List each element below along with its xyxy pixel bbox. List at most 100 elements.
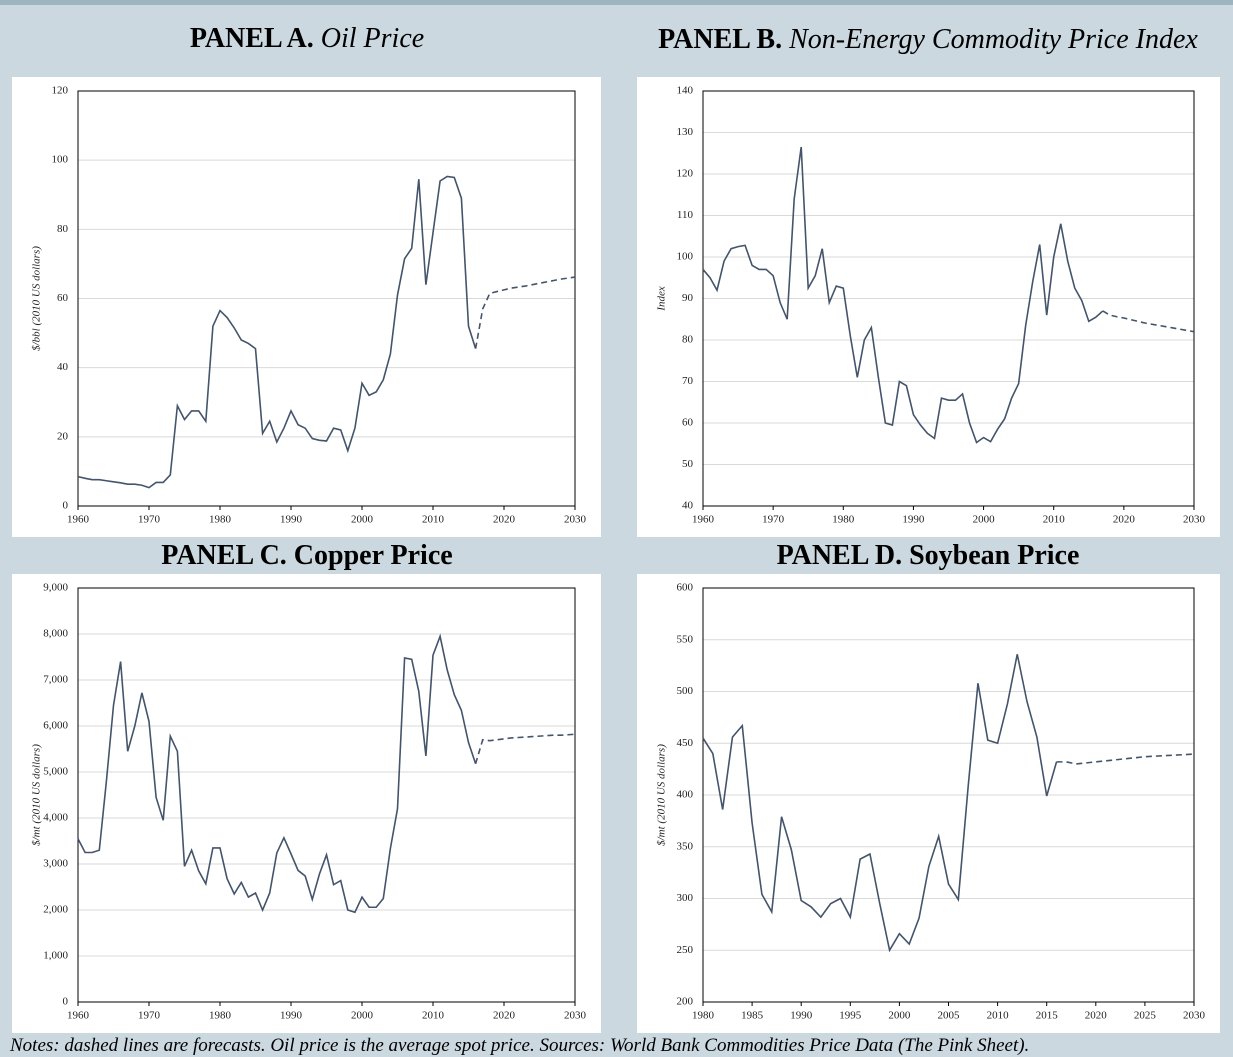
x-tick-label: 1980 (209, 1010, 232, 1022)
x-tick-label: 1960 (67, 1010, 90, 1022)
x-tick-label: 2025 (1134, 1010, 1157, 1022)
x-tick-label: 2030 (564, 514, 587, 526)
y-tick-label: 110 (677, 209, 694, 221)
panel-title-text: PANEL D. Soybean Price (777, 539, 1080, 573)
y-tick-label: 120 (677, 168, 694, 180)
y-tick-label: 90 (682, 292, 694, 304)
y-tick-label: 120 (52, 85, 69, 97)
y-axis-label: $/mt (2010 US dollars) (31, 744, 43, 846)
x-tick-label: 2020 (1113, 514, 1136, 526)
y-tick-label: 80 (57, 223, 69, 235)
x-tick-label: 2030 (564, 1010, 587, 1022)
x-tick-label: 2010 (422, 514, 445, 526)
chart: 0 1,000 2,000 3,000 4,000 5,000 6,000 7,000 8,00… (31, 582, 587, 1022)
y-tick-label: 100 (52, 154, 69, 166)
data-line (77, 175, 477, 489)
x-tick-label: 2010 (422, 1010, 445, 1022)
x-tick-label: 1980 (832, 514, 855, 526)
y-tick-label: 50 (682, 458, 694, 470)
x-tick-label: 1985 (741, 1010, 764, 1022)
y-tick-label: 9,000 (43, 582, 68, 594)
y-tick-label: 450 (677, 737, 694, 749)
panel-name: Oil Price (320, 22, 425, 54)
y-axis-label: Index (656, 286, 668, 312)
y-tick-label: 2,000 (43, 904, 68, 916)
y-tick-label: 500 (677, 685, 694, 697)
y-tick-label: 40 (57, 361, 69, 373)
x-tick-label: 1970 (138, 514, 161, 526)
y-tick-label: 600 (677, 582, 694, 594)
data-line (474, 276, 576, 349)
y-tick-label: 100 (677, 251, 694, 263)
x-tick-label: 2010 (1043, 514, 1066, 526)
y-tick-label: 20 (57, 430, 69, 442)
y-tick-label: 550 (677, 633, 694, 645)
x-tick-label: 2020 (1085, 1010, 1108, 1022)
panel-label: PANEL A. (189, 22, 314, 54)
data-line (77, 633, 477, 914)
y-tick-label: 140 (677, 85, 694, 97)
chart: 200 250 300 350 400 450 500 550 600 1980 1985 1990 1… (656, 582, 1206, 1022)
panel-title: PANEL C. Copper Price (7, 537, 607, 574)
chart-box: 40 50 60 70 80 90 100 110 120 130 140 1960 1970 1980 1… (637, 77, 1220, 537)
panel-label: PANEL D. (776, 539, 903, 571)
panel-label: PANEL B. (658, 23, 783, 55)
x-tick-label: 2030 (1183, 514, 1206, 526)
panel-name: Copper Price (293, 539, 453, 571)
x-tick-label: 1970 (762, 514, 785, 526)
x-tick-label: 1960 (692, 514, 715, 526)
x-tick-label: 2020 (493, 514, 516, 526)
chart: 0 20 40 60 80 100 120 1960 1970 1980 1990 2000 2010 2… (31, 85, 587, 526)
panel-name: Non-Energy Commodity Price Index (789, 23, 1198, 55)
x-tick-label: 2005 (938, 1010, 961, 1022)
y-tick-label: 60 (682, 417, 694, 429)
data-line (702, 146, 1104, 444)
x-tick-label: 1990 (280, 1010, 303, 1022)
chart-box: 0 20 40 60 80 100 120 1960 1970 1980 1990 2000 2010 2… (12, 77, 601, 537)
notes: Notes: dashed lines are forecasts. Oil p… (10, 1035, 1030, 1056)
x-tick-label: 2030 (1183, 1010, 1206, 1022)
x-tick-label: 2000 (351, 514, 374, 526)
y-axis-label: $/bbl (2010 US dollars) (31, 246, 43, 351)
panel-title: PANEL D. Soybean Price (628, 537, 1228, 574)
chart-box: 200 250 300 350 400 450 500 550 600 1980 1985 1990 1… (637, 574, 1220, 1033)
plot-frame (77, 587, 576, 1003)
chart-box: 0 1,000 2,000 3,000 4,000 5,000 6,000 7,000 8,00… (12, 574, 601, 1033)
x-tick-label: 2000 (888, 1010, 911, 1022)
plot-frame (77, 90, 576, 507)
plot-frame (702, 90, 1195, 507)
data-line (1056, 753, 1195, 765)
y-tick-label: 130 (677, 126, 694, 138)
panel-title-text: PANEL C. Copper Price (161, 539, 452, 573)
x-tick-label: 1980 (209, 514, 232, 526)
y-tick-label: 7,000 (43, 674, 68, 686)
x-tick-label: 1980 (692, 1010, 715, 1022)
x-tick-label: 2000 (973, 514, 996, 526)
y-tick-label: 40 (682, 500, 694, 512)
panel-title: PANEL A. Oil Price (7, 0, 607, 77)
y-tick-label: 80 (682, 334, 694, 346)
x-tick-label: 2010 (987, 1010, 1010, 1022)
x-tick-label: 1960 (67, 514, 90, 526)
x-tick-label: 1990 (790, 1010, 813, 1022)
y-tick-label: 5,000 (43, 766, 68, 778)
y-tick-label: 200 (677, 996, 694, 1008)
y-tick-label: 400 (677, 789, 694, 801)
panel-title-text: PANEL A. Oil Price (190, 22, 424, 56)
y-tick-label: 250 (677, 944, 694, 956)
y-tick-label: 60 (57, 292, 69, 304)
y-tick-label: 6,000 (43, 720, 68, 732)
panel-name: Soybean Price (909, 539, 1080, 571)
plot-frame (702, 587, 1195, 1003)
panel-title-text: PANEL B. Non-Energy Commodity Price Inde… (658, 23, 1198, 57)
x-tick-label: 2000 (351, 1010, 374, 1022)
x-tick-label: 1970 (138, 1010, 161, 1022)
y-tick-label: 0 (63, 500, 69, 512)
x-tick-label: 2015 (1036, 1010, 1059, 1022)
chart: 40 50 60 70 80 90 100 110 120 130 140 1960 1970 1980 1… (656, 85, 1206, 526)
y-tick-label: 300 (677, 892, 694, 904)
data-line (1102, 310, 1195, 333)
panel-title: PANEL B. Non-Energy Commodity Price Inde… (628, 2, 1228, 77)
y-axis-label: $/mt (2010 US dollars) (656, 744, 668, 846)
panel-label: PANEL C. (161, 539, 287, 571)
